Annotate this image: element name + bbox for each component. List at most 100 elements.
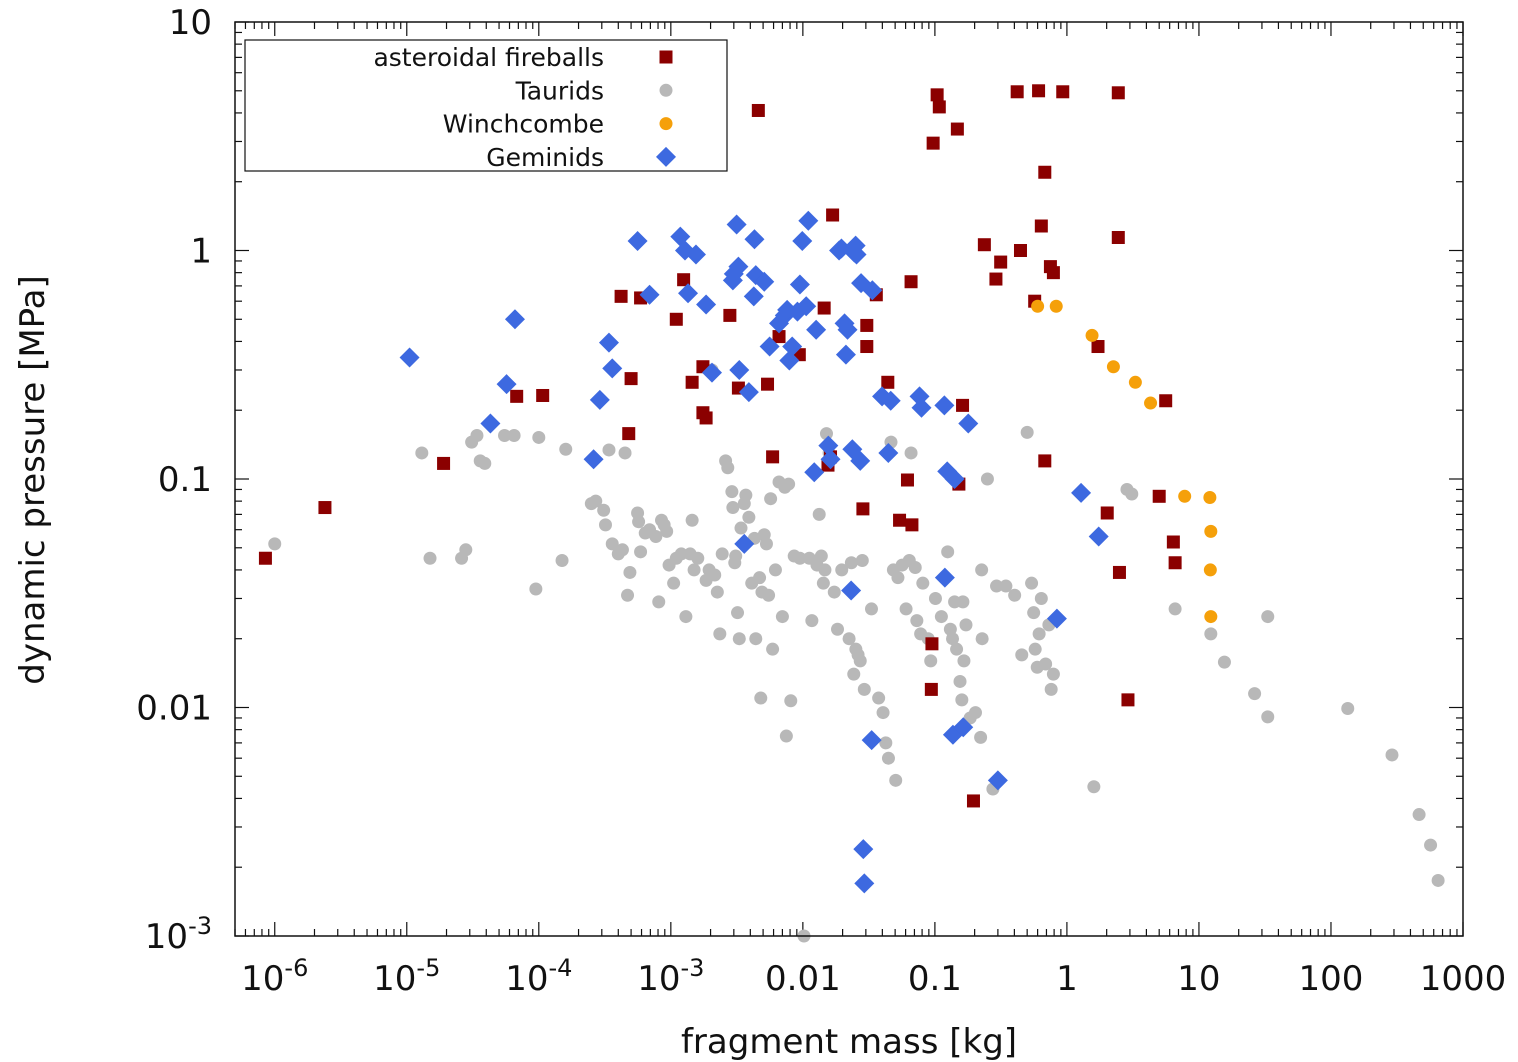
point-taurids [649,530,663,544]
point-taurids [710,585,724,599]
point-geminids [1088,526,1109,547]
series-taurids [268,363,1445,943]
point-taurids [725,485,739,499]
point-winchcombe [1031,299,1045,313]
point-asteroidal-fireballs [510,389,524,403]
point-taurids [660,524,674,538]
legend: asteroidal fireballs Taurids Winchcombe Gem… [244,39,728,172]
point-taurids [955,693,969,707]
legend-box [244,39,728,172]
point-taurids [1008,588,1022,602]
point-taurids [734,521,748,535]
point-taurids [959,618,973,632]
point-asteroidal-fireballs [699,411,713,425]
point-taurids [956,595,970,609]
point-asteroidal-fireballs [685,375,699,389]
point-winchcombe [1203,490,1217,504]
point-taurids [819,427,833,441]
point-taurids [975,563,989,577]
point-taurids [555,553,569,567]
point-asteroidal-fireballs [1159,394,1173,408]
legend-marker-asteroidal-fireballs [659,50,673,64]
point-taurids [685,513,699,527]
point-geminids [1071,482,1092,503]
point-geminids [399,347,420,368]
point-geminids [878,442,899,463]
point-asteroidal-fireballs [1034,219,1048,233]
point-geminids [738,382,759,403]
point-taurids [844,556,858,570]
point-taurids [814,549,828,563]
tick-labels: 10-6 10-5 10-4 10-3 0.01 0.1 1 10 100 1000 10-3 0.0… [136,3,1506,999]
point-asteroidal-fireballs [1010,85,1024,99]
point-taurids [974,730,988,744]
point-asteroidal-fireballs [950,122,964,136]
point-taurids [762,588,776,602]
point-taurids [423,551,437,565]
x-tick-label: 10-4 [505,954,572,999]
point-taurids [1027,606,1041,620]
point-geminids [744,229,765,250]
y-tick-label: 0.1 [158,460,212,500]
point-asteroidal-fireballs [817,301,831,315]
point-taurids [953,674,967,688]
point-taurids [782,477,796,491]
point-geminids [1046,608,1067,629]
x-tick-label: 10-5 [373,954,440,999]
point-asteroidal-fireballs [966,794,980,808]
point-taurids [618,446,632,460]
point-taurids [1015,648,1029,662]
point-taurids [621,588,635,602]
point-taurids [732,632,746,646]
point-geminids [504,309,525,330]
point-taurids [941,545,955,559]
point-taurids [889,773,903,787]
legend-marker-taurids [659,83,673,97]
point-asteroidal-fireballs [1121,693,1135,707]
point-asteroidal-fireballs [1091,340,1105,354]
point-taurids [968,706,982,720]
point-geminids [792,231,813,252]
point-geminids [934,395,955,416]
point-asteroidal-fireballs [881,375,895,389]
legend-label-winchcombe: Winchcombe [443,110,604,139]
point-taurids [742,510,756,524]
point-geminids [678,283,699,304]
point-taurids [1412,808,1426,822]
point-geminids [759,336,780,357]
point-taurids [507,429,521,443]
point-asteroidal-fireballs [1100,506,1114,520]
point-asteroidal-fireballs [977,238,991,252]
point-taurids [831,622,845,636]
point-taurids [1261,610,1275,624]
legend-marker-geminids [656,146,676,167]
point-asteroidal-fireballs [904,275,918,289]
point-asteroidal-fireballs [1032,84,1046,98]
legend-label-taurids: Taurids [515,76,604,105]
point-geminids [779,350,800,371]
point-geminids [854,873,875,894]
x-tick-label: 1 [1056,959,1078,999]
point-taurids [1046,667,1060,681]
point-taurids [605,537,619,551]
point-asteroidal-fireballs [766,450,780,464]
point-taurids [459,543,473,557]
point-taurids [793,551,807,565]
plot-frame [234,21,1464,937]
point-taurids [715,547,729,561]
point-taurids [634,545,648,559]
point-taurids [691,551,705,565]
point-geminids [743,286,764,307]
point-taurids [779,729,793,743]
point-taurids [1204,627,1218,641]
point-asteroidal-fireballs [624,372,638,386]
point-taurids [990,579,1004,593]
point-geminids [589,389,610,410]
point-winchcombe [1178,489,1192,503]
point-geminids [880,390,901,411]
point-geminids [639,284,660,305]
legend-label-asteroidal-fireballs: asteroidal fireballs [373,43,604,72]
point-geminids [496,374,517,395]
point-asteroidal-fireballs [536,388,550,402]
point-geminids [804,462,825,483]
